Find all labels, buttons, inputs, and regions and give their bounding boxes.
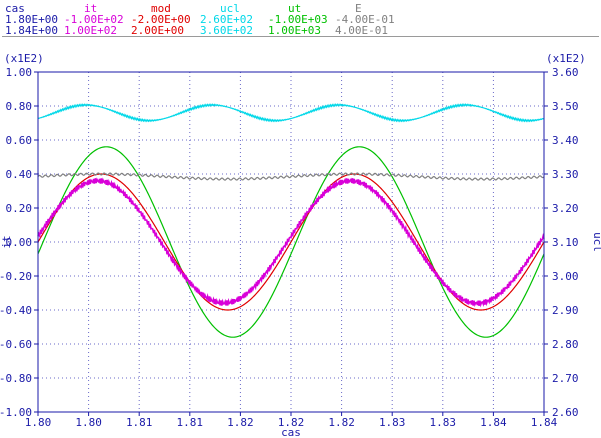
y-left-tick-label: 1.00 bbox=[6, 66, 33, 79]
y-left-axis-label: it bbox=[0, 235, 13, 248]
y-left-tick-label: 0.40 bbox=[6, 168, 33, 181]
y-right-tick-label: 3.50 bbox=[552, 100, 579, 113]
series-line-it bbox=[37, 177, 545, 308]
y-left-tick-label: -0.60 bbox=[0, 338, 32, 351]
legend-it: it -1.00E+02 1.00E+02 bbox=[64, 3, 124, 36]
y-left-tick-label: 0.00 bbox=[6, 236, 33, 249]
x-tick-label: 1.82 bbox=[328, 416, 355, 429]
legend-mod: mod -2.00E+00 2.00E+00 bbox=[131, 3, 191, 36]
x-tick-label: 1.81 bbox=[126, 416, 153, 429]
y-left-tick-label: 0.60 bbox=[6, 134, 33, 147]
y-right-tick-label: 3.30 bbox=[552, 168, 579, 181]
legend-ut: ut -1.00E+03 1.00E+03 bbox=[268, 3, 328, 36]
legend-it-min: -1.00E+02 bbox=[64, 13, 124, 26]
legend-ucl-min: 2.60E+02 bbox=[200, 13, 253, 26]
x-tick-label: 1.81 bbox=[177, 416, 204, 429]
x-tick-label: 1.80 bbox=[25, 416, 52, 429]
x-tick-label: 1.82 bbox=[227, 416, 254, 429]
x-tick-label: 1.84 bbox=[480, 416, 507, 429]
y-right-tick-label: 3.40 bbox=[552, 134, 579, 147]
legend-cas-name: cas bbox=[5, 2, 25, 15]
x-tick-label: 1.84 bbox=[531, 416, 558, 429]
legend-ut-min: -1.00E+03 bbox=[268, 13, 328, 26]
x-axis-label: cas bbox=[281, 426, 301, 438]
legend-ut-name: ut bbox=[288, 2, 302, 15]
y-left-tick-label: 0.80 bbox=[6, 100, 33, 113]
legend-ucl: ucl 2.60E+02 3.60E+02 bbox=[200, 3, 253, 36]
series-line-E bbox=[37, 172, 545, 181]
legend-mod-min: -2.00E+00 bbox=[131, 13, 191, 26]
legend-E: E -4.00E-01 4.00E-01 bbox=[335, 3, 395, 36]
legend-cas-min: 1.80E+00 bbox=[5, 13, 58, 26]
series-line-ucl bbox=[37, 103, 545, 123]
y-left-tick-label: -1.00 bbox=[0, 406, 32, 419]
legend: cas 1.80E+00 1.84E+00 it -1.00E+02 1.00E+02 mo… bbox=[0, 0, 601, 40]
y-left-tick-label: -0.40 bbox=[0, 304, 32, 317]
legend-mod-max: 2.00E+00 bbox=[131, 24, 184, 37]
y-right-tick-label: 3.60 bbox=[552, 66, 579, 79]
legend-cas: cas 1.80E+00 1.84E+00 bbox=[5, 3, 58, 36]
legend-ut-max: 1.00E+03 bbox=[268, 24, 321, 37]
y-right-tick-label: 3.10 bbox=[552, 236, 579, 249]
y-left-scale-label: (x1E2) bbox=[4, 52, 44, 65]
legend-it-name: it bbox=[84, 2, 98, 15]
y-left-tick-label: -0.80 bbox=[0, 372, 32, 385]
x-tick-label: 1.83 bbox=[430, 416, 457, 429]
legend-mod-name: mod bbox=[151, 2, 171, 15]
series-line-ut bbox=[37, 146, 545, 338]
legend-E-max: 4.00E-01 bbox=[335, 24, 388, 37]
legend-it-max: 1.00E+02 bbox=[64, 24, 117, 37]
y-right-tick-label: 2.70 bbox=[552, 372, 579, 385]
y-left-tick-label: 0.20 bbox=[6, 202, 33, 215]
y-right-tick-label: 2.90 bbox=[552, 304, 579, 317]
x-tick-label: 1.80 bbox=[75, 416, 102, 429]
x-tick-label: 1.83 bbox=[379, 416, 406, 429]
legend-E-name: E bbox=[355, 2, 362, 15]
y-right-tick-label: 2.60 bbox=[552, 406, 579, 419]
legend-ucl-name: ucl bbox=[220, 2, 240, 15]
series-line-mod bbox=[37, 173, 545, 311]
legend-cas-max: 1.84E+00 bbox=[5, 24, 58, 37]
legend-E-min: -4.00E-01 bbox=[335, 13, 395, 26]
y-left-tick-label: -0.20 bbox=[0, 270, 32, 283]
legend-separator bbox=[2, 36, 599, 37]
y-right-tick-label: 3.00 bbox=[552, 270, 579, 283]
y-right-tick-label: 2.80 bbox=[552, 338, 579, 351]
y-right-scale-label: (x1E2) bbox=[546, 52, 586, 65]
legend-ucl-max: 3.60E+02 bbox=[200, 24, 253, 37]
y-right-axis-label: ucl bbox=[591, 232, 601, 252]
x-tick-label: 1.82 bbox=[278, 416, 305, 429]
y-right-tick-label: 3.20 bbox=[552, 202, 579, 215]
